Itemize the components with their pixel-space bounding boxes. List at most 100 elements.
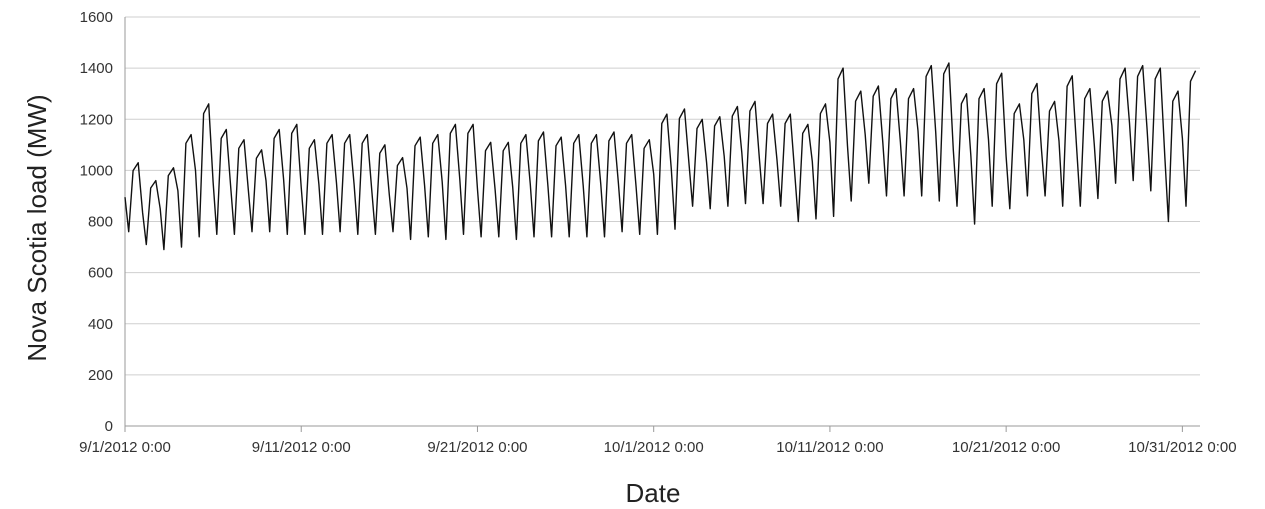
data-point-max <box>1159 67 1162 70</box>
series-line-0 <box>124 62 1197 251</box>
data-point-min <box>1044 194 1047 197</box>
data-point-min <box>973 223 976 226</box>
x-axis-label: Date <box>626 478 681 508</box>
data-point-min <box>709 207 712 210</box>
data-point-max <box>1141 64 1144 67</box>
data-point-min <box>427 235 430 238</box>
y-tick-label: 1000 <box>80 162 113 179</box>
y-tick-label: 0 <box>105 418 113 435</box>
data-point-min <box>339 230 342 233</box>
data-point-min <box>991 205 994 208</box>
data-point-min <box>532 235 535 238</box>
data-point-max <box>507 141 510 144</box>
data-point-max <box>172 166 175 169</box>
data-point-min <box>215 233 218 236</box>
data-point-max <box>242 138 245 141</box>
data-point-max <box>842 67 845 70</box>
data-point-max <box>1035 82 1038 85</box>
data-point-min <box>1096 197 1099 200</box>
data-point-min <box>392 230 395 233</box>
data-point-min <box>850 200 853 203</box>
data-point-max <box>683 108 686 111</box>
data-point-min <box>180 246 183 249</box>
data-point-min <box>1026 194 1029 197</box>
data-point-min <box>762 202 765 205</box>
data-point-max <box>436 133 439 136</box>
data-point-min <box>374 233 377 236</box>
data-point-min <box>462 233 465 236</box>
x-tick-label: 10/11/2012 0:00 <box>776 439 883 456</box>
data-point-max <box>366 133 369 136</box>
data-point-min <box>356 233 359 236</box>
data-point-max <box>383 143 386 146</box>
data-point-max <box>524 133 527 136</box>
data-point-min <box>251 230 254 233</box>
data-point-max <box>1194 69 1197 72</box>
data-point-max <box>1088 87 1091 90</box>
x-tick-label: 10/21/2012 0:00 <box>952 439 1060 456</box>
y-tick-label: 1200 <box>80 111 113 128</box>
data-point-max <box>331 133 334 136</box>
data-point-min <box>656 233 659 236</box>
data-point-max <box>154 179 157 182</box>
data-point-max <box>348 133 351 136</box>
y-tick-label: 800 <box>88 214 113 231</box>
x-tick-label: 9/21/2012 0:00 <box>427 439 527 456</box>
data-point-max <box>190 133 193 136</box>
data-point-min <box>903 194 906 197</box>
data-point-max <box>613 131 616 134</box>
data-point-max <box>1000 72 1003 75</box>
data-point-max <box>595 133 598 136</box>
data-point-min <box>409 238 412 241</box>
data-point-min <box>885 194 888 197</box>
y-tick-label: 400 <box>88 316 113 333</box>
x-tick-label: 10/1/2012 0:00 <box>604 439 704 456</box>
data-point-max <box>560 136 563 139</box>
x-tick-label: 10/31/2012 0:00 <box>1128 439 1236 456</box>
data-point-min <box>515 238 518 241</box>
data-point-min <box>938 200 941 203</box>
data-point-max <box>701 118 704 121</box>
x-axis-ticks: 9/1/2012 0:00 9/11/2012 0:00 9/21/2012 0:0… <box>79 426 1237 456</box>
data-point-max <box>965 92 968 95</box>
data-point-max <box>736 105 739 108</box>
data-point-max <box>754 100 757 103</box>
data-point-max <box>648 138 651 141</box>
data-point-min <box>1149 189 1152 192</box>
data-point-min <box>480 235 483 238</box>
data-point-min <box>1008 207 1011 210</box>
data-point-max <box>1018 102 1021 105</box>
data-point-max <box>542 131 545 134</box>
data-point-max <box>718 115 721 118</box>
data-point-min <box>198 235 201 238</box>
data-point-min <box>585 235 588 238</box>
data-point-min <box>444 238 447 241</box>
data-point-max <box>419 136 422 139</box>
data-point-min <box>955 205 958 208</box>
data-point-max <box>806 123 809 126</box>
data-point-max <box>278 128 281 131</box>
data-point-min <box>497 235 500 238</box>
data-point-max <box>895 87 898 90</box>
x-tick-label: 9/1/2012 0:00 <box>79 439 171 456</box>
data-point-max <box>225 128 228 131</box>
data-point-min <box>797 220 800 223</box>
data-point-min <box>321 233 324 236</box>
data-point-min <box>1061 205 1064 208</box>
data-point-max <box>401 156 404 159</box>
data-point-min <box>867 182 870 185</box>
data-point-max <box>947 62 950 65</box>
data-point-min <box>1167 220 1170 223</box>
y-tick-label: 1400 <box>80 60 113 77</box>
data-point-max <box>789 113 792 116</box>
x-tick-label: 9/11/2012 0:00 <box>252 439 351 456</box>
data-point-max <box>472 123 475 126</box>
data-point-min <box>1185 205 1188 208</box>
data-point-max <box>877 85 880 88</box>
data-point-max <box>260 148 263 151</box>
data-point-max <box>313 138 316 141</box>
data-point-min <box>814 217 817 220</box>
data-point-min <box>268 230 271 233</box>
data-point-min <box>638 233 641 236</box>
